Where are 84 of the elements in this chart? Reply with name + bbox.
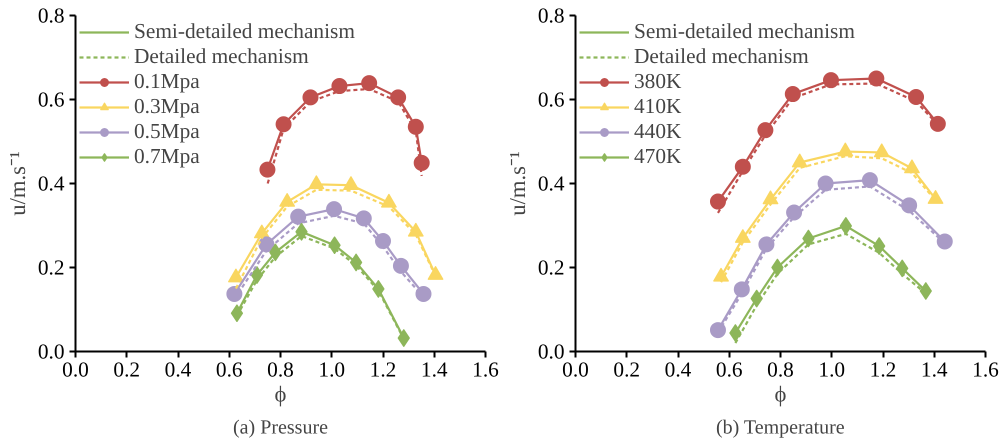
point [734,158,751,175]
point [295,222,308,241]
x-tick-label: 1.2 [870,358,896,382]
point [331,78,348,94]
x-tick-label: 1.6 [972,358,1000,382]
x-tick-label: 0.2 [113,358,140,382]
text: (a) Pressure [233,416,328,438]
point [758,236,774,252]
point [415,286,432,302]
point [290,208,306,225]
legend-label: 0.1Mpa [134,69,200,94]
y-axis-title: u/m.s⁻¹ [504,151,530,216]
text: (b) Temperature [716,416,845,438]
y-tick-label: 0.0 [38,340,65,364]
y-tick-label: 0.6 [38,88,65,112]
legend-label: 0.3Mpa [134,94,200,119]
x-tick-label: 1.0 [318,358,346,382]
point [729,324,742,342]
point [230,304,244,322]
legend-label: 410K [634,94,682,119]
point [862,172,878,188]
x-tick-label: 0.4 [164,358,192,382]
x-tick-label: 1.2 [370,358,396,382]
point [802,230,815,248]
legend-label: 470K [634,144,682,169]
point [392,258,409,274]
x-tick-label: 0.6 [716,358,743,382]
y-tick-label: 0.0 [538,340,565,364]
point [771,258,784,276]
x-tick-label: 1.4 [920,358,948,382]
point [710,322,726,338]
y-tick-label: 0.4 [538,172,565,196]
x-tick-label: 0.0 [562,358,589,382]
legend-label: Semi-detailed mechanism [634,19,855,44]
point [868,70,884,86]
y-tick-label: 0.2 [38,256,65,280]
y-tick-label: 0.8 [38,4,65,28]
point [375,233,391,250]
x-tick-label: 1.0 [818,358,846,382]
point [818,176,834,192]
point [326,201,342,218]
y-tick-label: 0.4 [38,172,65,196]
point [259,162,276,178]
legend-label: Detailed mechanism [134,44,309,69]
y-tick-label: 0.6 [538,88,565,112]
point [784,86,801,102]
legend-label: 440K [634,119,682,144]
point [734,281,750,298]
point [302,89,318,106]
legend-label: 0.7Mpa [134,144,200,169]
point [930,116,946,132]
x-tick-label: 1.4 [420,358,448,382]
point [361,75,378,92]
point [901,197,918,214]
x-axis-title: ϕ [274,382,287,406]
point [822,72,839,88]
point [276,116,292,132]
point [786,204,802,220]
point [710,194,726,210]
y-tick-label: 0.8 [538,4,565,28]
legend-label: 380K [634,69,682,94]
legend-label: 0.5Mpa [134,119,200,144]
legend-label: Detailed mechanism [634,44,809,69]
point [356,210,372,226]
legend-label: Semi-detailed mechanism [134,19,355,44]
point [390,89,406,106]
point [840,216,852,235]
x-tick-label: 1.6 [472,358,500,382]
point [908,88,924,105]
point [269,243,282,262]
point [408,118,424,135]
x-tick-label: 0.6 [216,358,243,382]
point [414,154,430,171]
x-tick-label: 0.0 [62,358,89,382]
y-tick-label: 0.2 [538,256,565,280]
x-tick-label: 0.8 [267,358,294,382]
x-tick-label: 0.4 [664,358,692,382]
point [872,237,886,256]
x-tick-label: 0.2 [613,358,640,382]
x-axis-title: ϕ [774,382,787,406]
point [936,233,953,250]
point [757,122,774,138]
x-tick-label: 0.8 [767,358,794,382]
y-axis-title: u/m.s⁻¹ [4,151,30,216]
